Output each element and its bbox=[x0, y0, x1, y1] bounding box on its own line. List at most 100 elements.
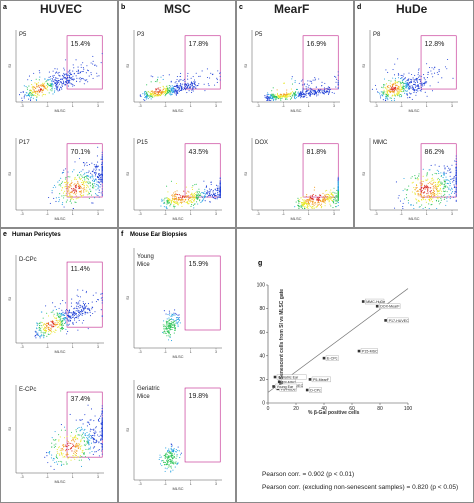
pericytes-1-event-point bbox=[100, 450, 102, 452]
row0-col0-event-point bbox=[76, 70, 78, 72]
row1-col0-event-point bbox=[61, 189, 63, 191]
row1-col3-event-point bbox=[432, 177, 434, 179]
row0-col2-event-point bbox=[320, 92, 322, 94]
row0-col3-event-point bbox=[385, 96, 387, 98]
row1-col2-event-point bbox=[306, 200, 308, 202]
row0-col2-event-point bbox=[302, 87, 304, 89]
mouse-1-event-point bbox=[164, 467, 166, 469]
row1-col0-event-point bbox=[60, 185, 62, 187]
pericytes-1-event-point bbox=[58, 446, 60, 448]
row0-col3-event-point bbox=[376, 88, 378, 90]
row1-col3-event-point bbox=[403, 198, 405, 200]
row0-col2-event-point bbox=[315, 93, 317, 95]
pericytes-0-event-point bbox=[45, 330, 47, 332]
scatter-point bbox=[375, 304, 379, 308]
row0-col3-event-point bbox=[384, 87, 387, 89]
row0-col2-event-point bbox=[289, 98, 292, 100]
pericytes-0-event-point bbox=[78, 315, 80, 317]
row0-col3-event-point bbox=[430, 70, 432, 72]
row0-col1-event-point bbox=[177, 89, 179, 92]
mouse-1-event-point bbox=[169, 451, 171, 453]
pericytes-1-event-point bbox=[90, 442, 93, 444]
pericytes-1-event-point bbox=[70, 448, 72, 450]
row0-col2-event-point bbox=[323, 93, 325, 95]
row1-col1-event-point bbox=[205, 186, 208, 188]
row0-col3-event-point bbox=[376, 91, 379, 93]
row1-col1-event-point bbox=[209, 191, 211, 193]
mouse-1-event-point bbox=[179, 454, 182, 456]
row0-col0-event-point bbox=[68, 79, 70, 81]
row1-col0-event-point bbox=[87, 186, 89, 188]
row0-col2-event-point bbox=[298, 93, 300, 95]
row1-col0-event-point bbox=[86, 181, 89, 183]
row0-col2-event-point bbox=[287, 94, 289, 96]
row0-col0-event-point bbox=[38, 94, 40, 96]
row1-col0-event-point bbox=[75, 184, 77, 186]
scatter-point bbox=[322, 356, 326, 360]
row0-col2-event-point bbox=[304, 95, 306, 97]
pericytes-0-event-point bbox=[35, 330, 37, 332]
pericytes-1-event-point bbox=[98, 420, 100, 422]
row1-col3-event-point bbox=[431, 203, 433, 206]
mouse-1-event-point bbox=[172, 463, 174, 465]
pericytes-0-event-point bbox=[75, 310, 77, 312]
row0-col2-event-point bbox=[305, 88, 307, 90]
row0-col2-event-point bbox=[302, 90, 304, 92]
row1-col3-event-point bbox=[416, 185, 418, 187]
row1-col1-event-point bbox=[219, 178, 221, 180]
row0-col3-event-point bbox=[420, 78, 422, 80]
pericytes-1-event-point bbox=[54, 445, 57, 447]
row1-col0-event-point bbox=[85, 190, 87, 192]
pericytes-1-event-point bbox=[89, 434, 91, 437]
row0-col1-event-point bbox=[162, 91, 164, 93]
mouse-1-event-point bbox=[162, 460, 164, 462]
row1-col1-event-point bbox=[165, 197, 167, 199]
row0-col3-event-point bbox=[388, 90, 390, 92]
pericytes-0-event-point bbox=[71, 314, 74, 316]
row1-col2-event-point bbox=[329, 196, 331, 198]
pericytes-0-event-point bbox=[66, 319, 68, 321]
pericytes-1-event-point bbox=[60, 452, 63, 454]
pericytes-0-event-point bbox=[101, 299, 103, 301]
row1-col0-event-point bbox=[68, 190, 70, 192]
row0-col1-event-point bbox=[147, 98, 149, 100]
pericytes-0-event-point bbox=[39, 335, 41, 337]
pericytes-1-event-point bbox=[67, 443, 69, 445]
row0-col2-event-point bbox=[297, 92, 299, 94]
mouse-1-xtick-label: -1 bbox=[164, 482, 167, 486]
row0-col0-event-point bbox=[39, 72, 41, 74]
row0-col3-event-point bbox=[387, 95, 389, 97]
row1-col0-event-point bbox=[74, 201, 76, 203]
row0-col3-event-point bbox=[432, 76, 434, 78]
row1-col3-event-point bbox=[453, 179, 455, 181]
row0-col3-event-point bbox=[438, 69, 440, 71]
mouse-0-event-point bbox=[174, 309, 176, 311]
pericytes-1-event-point bbox=[79, 430, 81, 432]
row1-col2-event-point bbox=[300, 205, 302, 207]
row0-col3-event-point bbox=[394, 88, 396, 90]
row1-col2-event-point bbox=[306, 206, 308, 208]
pericytes-0-event-point bbox=[61, 309, 63, 311]
pericytes-1-event-point bbox=[101, 411, 103, 413]
row0-col0-event-point bbox=[90, 74, 92, 76]
row1-col3-event-point bbox=[453, 196, 455, 198]
pericytes-1-event-point bbox=[95, 451, 97, 453]
pericytes-1-event-point bbox=[96, 440, 98, 442]
mouse-1-event-point bbox=[167, 466, 169, 468]
pericytes-0-event-point bbox=[57, 316, 59, 318]
row1-col2-event-point bbox=[327, 196, 329, 198]
pericytes-0-event-point bbox=[81, 309, 83, 311]
mouse-0-event-point bbox=[167, 339, 170, 341]
row1-col2-event-point bbox=[306, 193, 308, 196]
row0-col0-event-point bbox=[53, 76, 55, 78]
row1-col3-event-point bbox=[436, 173, 438, 175]
pericytes-0-event-point bbox=[45, 305, 47, 307]
row1-col1-event-point bbox=[185, 196, 187, 198]
pericytes-0-xtick-label: 3 bbox=[97, 345, 99, 349]
row1-col2-xlabel: MLSC bbox=[290, 216, 301, 221]
panel-letter-c: c bbox=[239, 4, 243, 11]
row0-col0-event-point bbox=[56, 83, 59, 85]
row0-col2-event-point bbox=[300, 80, 302, 82]
pericytes-0-event-point bbox=[101, 292, 103, 294]
row1-col3-event-point bbox=[411, 176, 413, 178]
